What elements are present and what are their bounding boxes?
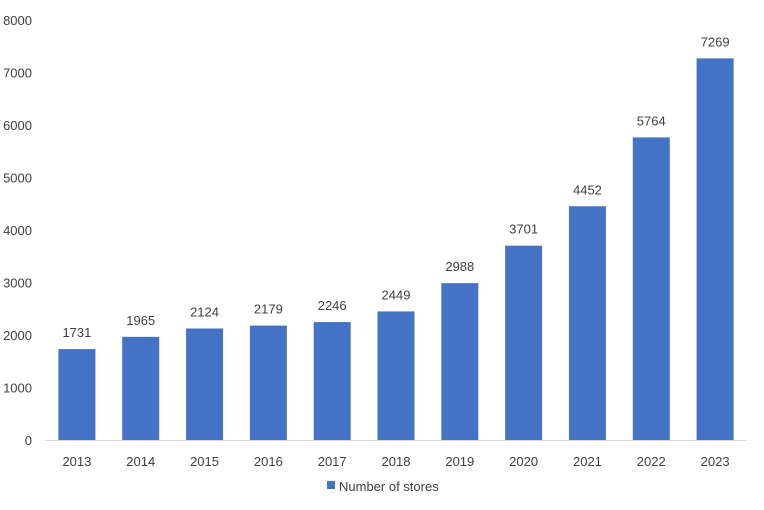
bar <box>377 311 415 440</box>
data-label: 3701 <box>509 222 538 237</box>
x-tick-label: 2022 <box>637 454 666 469</box>
bars-group <box>58 58 734 440</box>
data-label: 4452 <box>573 182 602 197</box>
y-axis-tick-labels: 0 1000 2000 3000 4000 5000 6000 7000 8000 <box>3 13 32 448</box>
bar <box>249 325 287 440</box>
data-label: 2449 <box>382 287 411 302</box>
bar <box>568 206 606 440</box>
data-label: 2179 <box>254 302 283 317</box>
data-label: 5764 <box>637 113 666 128</box>
y-tick-label: 7000 <box>3 66 32 81</box>
bar <box>632 137 670 440</box>
data-label: 2988 <box>445 259 474 274</box>
y-tick-label: 0 <box>25 433 32 448</box>
data-label: 1731 <box>62 325 91 340</box>
bar <box>58 349 96 440</box>
bar <box>122 336 160 440</box>
x-tick-label: 2017 <box>318 454 347 469</box>
x-tick-label: 2016 <box>254 454 283 469</box>
y-tick-label: 5000 <box>3 171 32 186</box>
x-tick-label: 2020 <box>509 454 538 469</box>
y-tick-label: 6000 <box>3 118 32 133</box>
x-axis-tick-labels: 2013 2014 2015 2016 2017 2018 2019 2020 2021 2022… <box>62 454 729 469</box>
bar <box>441 283 479 440</box>
x-tick-label: 2023 <box>701 454 730 469</box>
data-labels-group: 1731 1965 2124 2179 2246 2449 2988 3701 4452 5764… <box>62 34 729 340</box>
y-tick-label: 4000 <box>3 223 32 238</box>
y-tick-label: 1000 <box>3 381 32 396</box>
x-tick-label: 2019 <box>445 454 474 469</box>
x-tick-label: 2018 <box>382 454 411 469</box>
data-label: 7269 <box>701 34 730 49</box>
x-tick-label: 2014 <box>126 454 155 469</box>
legend-swatch <box>327 481 335 489</box>
y-tick-label: 3000 <box>3 276 32 291</box>
data-label: 1965 <box>126 313 155 328</box>
legend-label: Number of stores <box>339 479 439 494</box>
bar <box>313 322 351 440</box>
y-tick-label: 8000 <box>3 13 32 28</box>
data-label: 2246 <box>318 298 347 313</box>
x-tick-label: 2013 <box>62 454 91 469</box>
x-tick-label: 2021 <box>573 454 602 469</box>
x-tick-label: 2015 <box>190 454 219 469</box>
y-tick-label: 2000 <box>3 328 32 343</box>
bar <box>696 58 734 440</box>
bar <box>505 245 543 440</box>
legend: Number of stores <box>327 479 439 494</box>
data-label: 2124 <box>190 304 219 319</box>
bar <box>186 328 224 440</box>
